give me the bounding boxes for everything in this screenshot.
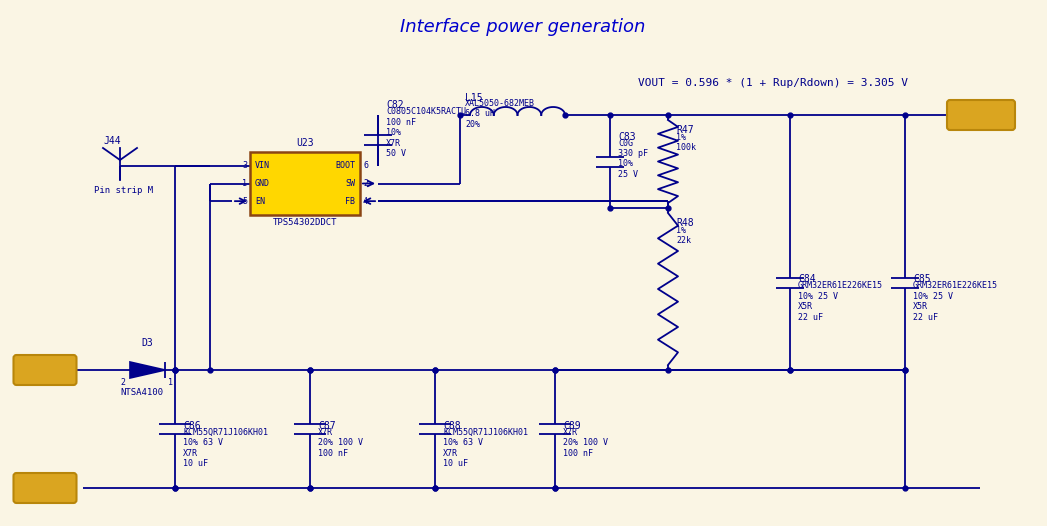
FancyBboxPatch shape — [946, 100, 1015, 130]
Text: C84: C84 — [798, 275, 816, 285]
Text: XAL5050-682MEB
6.8 uH
20%: XAL5050-682MEB 6.8 uH 20% — [465, 99, 535, 129]
Text: L15: L15 — [465, 93, 483, 103]
Text: J44: J44 — [103, 136, 120, 146]
Text: FB: FB — [346, 197, 355, 206]
Text: 3: 3 — [242, 161, 247, 170]
Text: 2: 2 — [120, 378, 125, 387]
Text: C89: C89 — [563, 421, 581, 431]
Text: KCM55QR71J106KH01
10% 63 V
X7R
10 uF: KCM55QR71J106KH01 10% 63 V X7R 10 uF — [443, 428, 528, 468]
Text: Interface power generation: Interface power generation — [400, 18, 646, 36]
Text: X7R
20% 100 V
100 nF: X7R 20% 100 V 100 nF — [563, 428, 608, 458]
Text: Pin strip M: Pin strip M — [94, 186, 153, 195]
Text: C0805C104K5RACTU
100 nF
10%
X7R
50 V: C0805C104K5RACTU 100 nF 10% X7R 50 V — [386, 107, 466, 158]
Text: GRM32ER61E226KE15
10% 25 V
X5R
22 uF: GRM32ER61E226KE15 10% 25 V X5R 22 uF — [913, 281, 998, 322]
Text: 2: 2 — [363, 179, 367, 188]
FancyBboxPatch shape — [14, 473, 76, 503]
Text: 1: 1 — [168, 378, 173, 387]
Text: KCM55QR71J106KH01
10% 63 V
X7R
10 uF: KCM55QR71J106KH01 10% 63 V X7R 10 uF — [183, 428, 268, 468]
Text: NTSA4100: NTSA4100 — [120, 388, 163, 397]
Text: 6: 6 — [363, 161, 367, 170]
Text: 1%
22k: 1% 22k — [676, 226, 691, 246]
Text: EN: EN — [255, 197, 265, 206]
Text: VIN: VIN — [255, 161, 270, 170]
Text: C85: C85 — [913, 275, 931, 285]
Text: 1%
100k: 1% 100k — [676, 133, 696, 153]
Text: 5: 5 — [242, 197, 247, 206]
Text: C0G
330 pF
10%
25 V: C0G 330 pF 10% 25 V — [618, 138, 648, 179]
Text: TPS54302DDCT: TPS54302DDCT — [273, 218, 337, 227]
Text: C88: C88 — [443, 421, 461, 431]
FancyBboxPatch shape — [14, 355, 76, 385]
Text: BOOT: BOOT — [335, 161, 355, 170]
Text: C87: C87 — [318, 421, 336, 431]
Text: GND: GND — [36, 483, 54, 493]
Text: C86: C86 — [183, 421, 201, 431]
Text: VOUT: VOUT — [968, 110, 994, 120]
Polygon shape — [130, 362, 165, 378]
Text: 4: 4 — [363, 197, 367, 206]
Text: R47: R47 — [676, 125, 693, 135]
Text: U23: U23 — [296, 138, 314, 148]
Text: R48: R48 — [676, 218, 693, 228]
Text: 1: 1 — [242, 179, 247, 188]
Text: X7R
20% 100 V
100 nF: X7R 20% 100 V 100 nF — [318, 428, 363, 458]
Text: VIN: VIN — [36, 365, 54, 375]
FancyBboxPatch shape — [250, 152, 360, 215]
Text: C83: C83 — [618, 132, 636, 141]
Text: GND: GND — [255, 179, 270, 188]
Text: SW: SW — [346, 179, 355, 188]
Text: VOUT = 0.596 * (1 + Rup/Rdown) = 3.305 V: VOUT = 0.596 * (1 + Rup/Rdown) = 3.305 V — [638, 78, 908, 88]
Text: GRM32ER61E226KE15
10% 25 V
X5R
22 uF: GRM32ER61E226KE15 10% 25 V X5R 22 uF — [798, 281, 883, 322]
Text: C82: C82 — [386, 100, 404, 110]
Text: D3: D3 — [141, 338, 153, 348]
